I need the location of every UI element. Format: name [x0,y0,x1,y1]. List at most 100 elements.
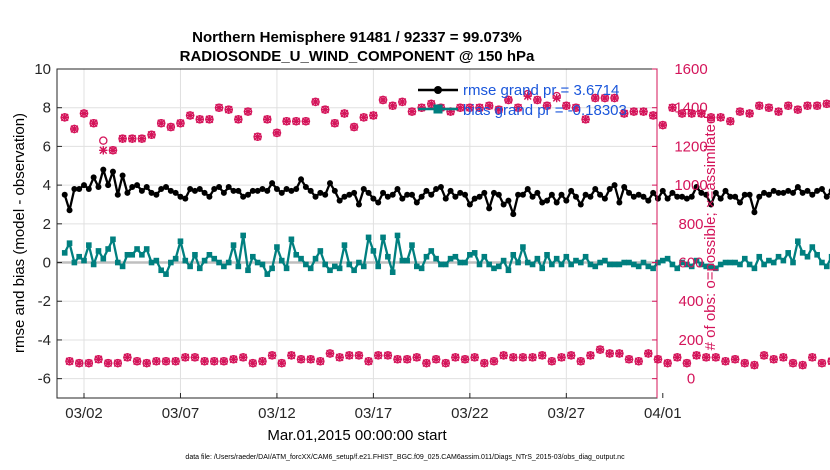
rmse-point [679,193,686,200]
bias-point [216,259,222,266]
y-tick-label-right: 0 [687,371,695,388]
obs-assimilated-point [340,109,349,118]
obs-assimilated-point [673,353,682,362]
rmse-point [134,182,141,189]
bias-point [168,259,174,266]
obs-assimilated-point [181,353,190,362]
obs-assimilated-point [803,101,812,110]
rmse-point [201,189,208,196]
obs-assimilated-point [480,358,489,368]
rmse-point [674,193,681,200]
obs-assimilated-point [60,113,69,122]
bias-point [211,255,218,262]
bias-point [828,253,830,260]
bias-point [433,255,439,262]
bias-point [288,236,295,243]
obs-assimilated-point [65,357,74,366]
bias-point [606,261,613,268]
obs-assimilated-point [451,353,460,362]
obs-assimilated-point [605,349,614,358]
bias-series [61,232,830,277]
x-axis: 03/02 03/07 03/12 03/17 03/22 03/27 04/01 [65,393,682,422]
rmse-point [452,193,459,200]
bias-point [259,261,266,268]
bias-point [568,261,574,268]
obs-assimilated-point [349,122,359,132]
legend-rmse-marker [434,86,442,94]
bias-point [452,253,459,260]
bias-point [732,259,738,266]
rmse-point [375,199,382,206]
bias-point [751,265,758,272]
rmse-point [664,195,671,202]
bias-point [414,263,420,270]
bias-point [481,253,488,260]
bias-point [100,255,107,262]
bias-point [616,261,623,268]
rmse-point [466,201,473,208]
rmse-point [230,187,237,194]
rmse-point [119,172,126,179]
bias-point [351,267,357,274]
rmse-point [138,187,145,194]
rmse-point [683,195,690,202]
obs-assimilated-point [190,353,200,362]
rmse-point [505,197,512,204]
bias-point [553,255,560,262]
legend-bias-marker [433,104,443,114]
rmse-point [611,182,618,189]
rmse-point [269,180,276,187]
rmse-point [331,187,338,194]
bias-point [225,259,232,266]
bias-point [756,253,763,260]
y-tick-label-right: 200 [678,332,703,349]
bias-point [235,263,242,270]
rmse-point [630,193,637,200]
obs-assimilated-point [822,99,830,109]
bias-point [819,259,825,266]
obs-assimilated-point [398,97,407,107]
bias-point [804,253,811,260]
bias-point [741,255,748,262]
bias-point [573,257,579,264]
obs-assimilated-point [330,118,340,128]
rmse-point [654,195,661,202]
bias-point [534,255,541,262]
bias-point [356,259,362,266]
obs-assimilated-point [610,93,619,103]
bias-point [269,265,275,272]
bias-point [780,257,787,264]
x-tick-label: 03/07 [162,405,200,422]
bias-point [409,242,415,248]
rmse-point [476,193,483,200]
obs-assimilated-point [422,358,431,368]
rmse-point [85,185,92,192]
obs-assimilated-point [769,355,778,364]
rmse-point [114,191,121,198]
obs-assimilated-point [730,355,740,364]
rmse-point [823,193,830,200]
rmse-point [712,189,719,196]
y-tick-label-left: -6 [38,371,51,388]
obs-assimilated-point [306,355,315,364]
obs-assimilated-point [639,107,648,116]
obs-assimilated-point [219,357,229,366]
bias-point [602,257,608,264]
chart-subtitle: RADIOSONDE_U_WIND_COMPONENT @ 150 hPa [180,48,535,65]
obs-assimilated-point [292,117,301,126]
obs-assimilated-point [470,353,479,362]
obs-assimilated-point [229,355,238,364]
rmse-point [587,193,594,200]
obs-assimilated-point [513,103,523,112]
obs-assimilated-point [99,146,108,155]
rmse-point [529,193,536,200]
rmse-point [90,174,97,181]
bias-point [380,234,386,241]
rmse-point [418,193,425,200]
obs-assimilated-point [378,95,388,105]
x-tick-label: 03/22 [451,405,489,422]
y-tick-label-left: 4 [43,177,51,194]
obs-assimilated-point [600,93,610,103]
x-tick-label: 03/12 [258,405,296,422]
